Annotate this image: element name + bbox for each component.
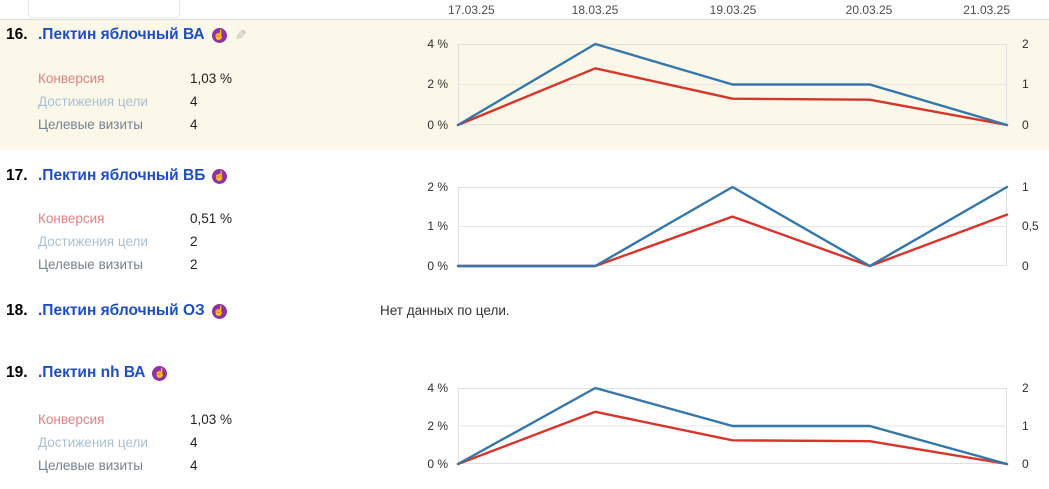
goal-title-link[interactable]: .Пектин яблочный ОЗ (38, 302, 205, 319)
goal-visits-value: 2 (190, 257, 198, 272)
date-label: 17.03.25 (448, 3, 495, 17)
stat-row-goal-visits: Целевые визиты 2 (38, 253, 232, 276)
goal-number: 18. (6, 302, 28, 319)
y-axis-left-tick: 0 % (427, 259, 448, 273)
no-data-message: Нет данных по цели. (380, 303, 510, 318)
goal-visits-label: Целевые визиты (38, 458, 143, 473)
goal-icon: ☝ (212, 168, 228, 184)
y-axis-left-tick: 4 % (427, 37, 448, 51)
conversion-label: Конверсия (38, 211, 105, 226)
conversion-value: 1,03 % (190, 412, 233, 427)
y-axis-left-tick: 0 % (427, 457, 448, 471)
y-axis-right-tick: 0 (1022, 457, 1029, 471)
goal-icon: ☝ (152, 365, 168, 381)
stat-row-goal-visits: Целевые визиты 4 (38, 113, 232, 136)
y-axis-right-tick: 1 (1022, 419, 1029, 433)
goal-16-stats: Конверсия 1,03 % Достижения цели 4 Целев… (38, 67, 232, 136)
goal-icon: ☝ (211, 303, 227, 319)
goal-number: 17. (6, 167, 28, 184)
y-axis-left-tick: 4 % (427, 381, 448, 395)
conversion-line-chart-19[interactable] (456, 386, 1009, 466)
y-axis-left-tick: 1 % (427, 219, 448, 233)
goal-row-16-header: 16. .Пектин яблочный ВА ☝ ✎ (6, 26, 246, 44)
date-label: 19.03.25 (709, 3, 757, 17)
goal-reaches-value: 4 (190, 435, 198, 450)
goal-visits-label: Целевые визиты (38, 117, 143, 132)
date-label: 20.03.25 (845, 3, 893, 17)
conversion-value: 1,03 % (190, 71, 233, 86)
goal-row-18-header: 18. .Пектин яблочный ОЗ ☝ (6, 302, 227, 320)
stat-row-goal-reaches: Достижения цели 2 (38, 230, 232, 253)
conversion-value: 0,51 % (190, 211, 233, 226)
conversion-line-chart-17[interactable] (456, 185, 1009, 268)
goal-reaches-label: Достижения цели (38, 94, 148, 109)
hand-icon: ☝ (213, 29, 226, 41)
conversion-label: Конверсия (38, 412, 105, 427)
date-label: 21.03.25 (963, 3, 1010, 17)
goal-title-link[interactable]: .Пектин nh ВА (38, 364, 146, 381)
hand-icon: ☝ (213, 170, 226, 182)
goal-17-stats: Конверсия 0,51 % Достижения цели 2 Целев… (38, 207, 232, 276)
hand-icon: ☝ (213, 305, 226, 317)
goal-number: 19. (6, 364, 28, 381)
y-axis-right-tick: 0 (1022, 118, 1029, 132)
conversion-label: Конверсия (38, 71, 105, 86)
stat-row-conversion: Конверсия 1,03 % (38, 408, 232, 431)
y-axis-right-tick: 2 (1022, 37, 1029, 51)
y-axis-right-tick: 0,5 (1022, 219, 1039, 233)
goal-reaches-value: 4 (190, 94, 198, 109)
conversion-line-chart-16[interactable] (456, 42, 1009, 127)
goal-visits-value: 4 (190, 458, 198, 473)
y-axis-right-tick: 1 (1022, 77, 1029, 91)
y-axis-left-tick: 0 % (427, 118, 448, 132)
goal-19-stats: Конверсия 1,03 % Достижения цели 4 Целев… (38, 408, 232, 477)
y-axis-left-tick: 2 % (427, 180, 448, 194)
y-axis-right-tick: 2 (1022, 381, 1029, 395)
goal-title-link[interactable]: .Пектин яблочный ВБ (38, 167, 206, 184)
goal-icon: ☝ (211, 27, 227, 43)
date-label: 18.03.25 (571, 3, 619, 17)
stat-row-conversion: Конверсия 1,03 % (38, 67, 232, 90)
goal-row-19-header: 19. .Пектин nh ВА ☝ (6, 364, 168, 382)
edit-icon[interactable]: ✎ (234, 26, 247, 43)
goal-visits-label: Целевые визиты (38, 257, 143, 272)
goal-reaches-label: Достижения цели (38, 234, 148, 249)
y-axis-left-tick: 2 % (427, 419, 448, 433)
y-axis-right-tick: 0 (1022, 259, 1029, 273)
stat-row-goal-visits: Целевые визиты 4 (38, 454, 232, 477)
partial-element-above (28, 0, 180, 18)
y-axis-right-tick: 1 (1022, 180, 1029, 194)
y-axis-left-tick: 2 % (427, 77, 448, 91)
stat-row-goal-reaches: Достижения цели 4 (38, 90, 232, 113)
hand-icon: ☝ (154, 367, 166, 379)
goal-title-link[interactable]: .Пектин яблочный ВА (38, 26, 205, 43)
goal-number: 16. (6, 26, 28, 43)
goal-row-17-header: 17. .Пектин яблочный ВБ ☝ (6, 167, 228, 185)
goal-visits-value: 4 (190, 117, 198, 132)
goal-reaches-label: Достижения цели (38, 435, 148, 450)
goal-reaches-value: 2 (190, 234, 198, 249)
stat-row-conversion: Конверсия 0,51 % (38, 207, 232, 230)
header-divider (0, 19, 1049, 20)
stat-row-goal-reaches: Достижения цели 4 (38, 431, 232, 454)
